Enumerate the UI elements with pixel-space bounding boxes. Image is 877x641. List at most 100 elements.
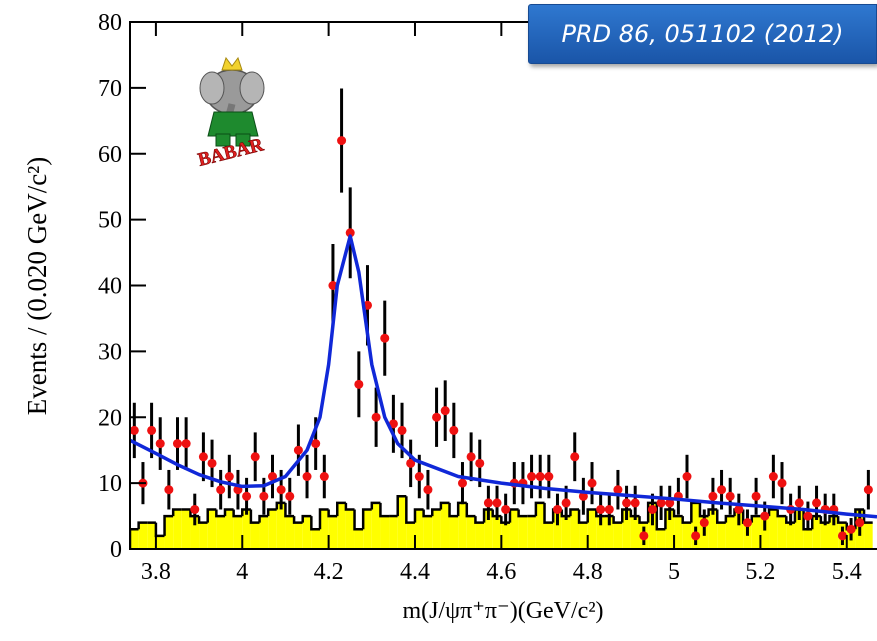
- data-point: [751, 491, 761, 501]
- data-point: [622, 498, 632, 508]
- y-tick-label: 30: [98, 339, 122, 365]
- background-bin: [604, 516, 614, 549]
- background-outline: [197, 516, 208, 524]
- background-bin: [224, 509, 234, 549]
- data-point: [855, 518, 865, 528]
- background-bin: [769, 509, 778, 549]
- data-point: [190, 504, 200, 514]
- background-bin: [164, 516, 174, 549]
- data-point: [535, 472, 545, 482]
- data-point: [475, 458, 485, 468]
- data-point: [768, 472, 778, 482]
- data-point: [665, 498, 675, 508]
- data-point: [803, 511, 813, 521]
- background-bin: [682, 522, 692, 549]
- background-bin: [535, 502, 545, 549]
- background-outline: [577, 509, 588, 524]
- x-tick-label: 3.8: [141, 559, 171, 585]
- background-bin: [380, 516, 390, 549]
- x-tick-label: 5: [668, 559, 680, 585]
- data-point: [449, 425, 459, 435]
- fit-curve: [130, 234, 877, 519]
- y-tick-label: 20: [98, 405, 122, 431]
- y-axis-label: Events / (0.020 GeV/c²): [22, 157, 52, 416]
- background-outline: [474, 516, 485, 524]
- y-tick-label: 70: [98, 76, 122, 102]
- data-point: [224, 472, 234, 482]
- data-point: [656, 498, 666, 508]
- reference-badge: PRD 86, 051102 (2012): [528, 4, 877, 64]
- background-outline: [569, 508, 580, 517]
- data-point: [483, 498, 493, 508]
- background-bin: [484, 509, 493, 549]
- data-point: [155, 439, 165, 449]
- background-bin: [345, 509, 355, 549]
- background-bin: [665, 509, 675, 549]
- background-outline: [171, 508, 182, 517]
- background-bin: [130, 529, 139, 549]
- background-outline: [638, 516, 649, 524]
- background-outline: [379, 502, 390, 518]
- background-outline: [353, 509, 364, 531]
- data-point: [630, 498, 640, 508]
- background-bin: [613, 522, 623, 549]
- data-point: [130, 425, 139, 435]
- x-tick-label: 4: [236, 559, 248, 585]
- background-outline: [534, 501, 545, 517]
- background-bin: [777, 516, 787, 549]
- background-bin: [518, 516, 528, 549]
- background-outline: [690, 501, 700, 523]
- background-outline: [672, 509, 683, 518]
- background-bin: [319, 509, 329, 549]
- background-bin: [250, 522, 260, 549]
- background-bin: [371, 502, 381, 549]
- background-bin: [294, 522, 303, 549]
- y-tick-label: 50: [98, 208, 122, 234]
- data-point: [596, 504, 606, 514]
- background-bin: [570, 509, 580, 549]
- data-point: [587, 478, 597, 488]
- background-outline: [232, 509, 243, 518]
- data-point: [181, 439, 191, 449]
- background-bin: [630, 516, 640, 549]
- background-outline: [715, 509, 726, 524]
- background-outline: [655, 502, 666, 531]
- background-bin: [648, 502, 657, 549]
- background-bin: [199, 522, 208, 549]
- data-point: [604, 504, 614, 514]
- data-point: [414, 472, 424, 482]
- background-bin: [509, 509, 519, 549]
- background-outline: [836, 516, 847, 524]
- data-point: [760, 511, 770, 521]
- y-tick-label: 0: [110, 537, 122, 563]
- background-outline: [154, 522, 165, 538]
- data-point: [639, 531, 649, 541]
- background-bin: [285, 516, 295, 549]
- data-point: [345, 228, 355, 238]
- background-outline: [344, 502, 355, 511]
- background-bin: [691, 502, 700, 549]
- data-point: [699, 518, 709, 528]
- background-outline: [681, 516, 692, 524]
- background-bin: [501, 522, 510, 549]
- background-outline: [767, 508, 778, 517]
- background-bin: [656, 529, 666, 549]
- background-bin: [803, 529, 813, 549]
- background-bin: [466, 516, 476, 549]
- data-point: [267, 472, 277, 482]
- background-bin: [181, 509, 191, 549]
- data-point: [250, 452, 260, 462]
- background-bin: [751, 516, 761, 549]
- background-outline: [517, 509, 528, 518]
- background-bin: [622, 509, 631, 549]
- background-bin: [147, 522, 156, 549]
- data-point: [527, 472, 537, 482]
- background-bin: [596, 516, 605, 549]
- background-bin: [259, 516, 269, 549]
- data-point: [147, 425, 157, 435]
- background-bin: [389, 516, 398, 549]
- background-outline: [413, 508, 424, 523]
- background-bin: [268, 509, 277, 549]
- data-point: [846, 524, 856, 534]
